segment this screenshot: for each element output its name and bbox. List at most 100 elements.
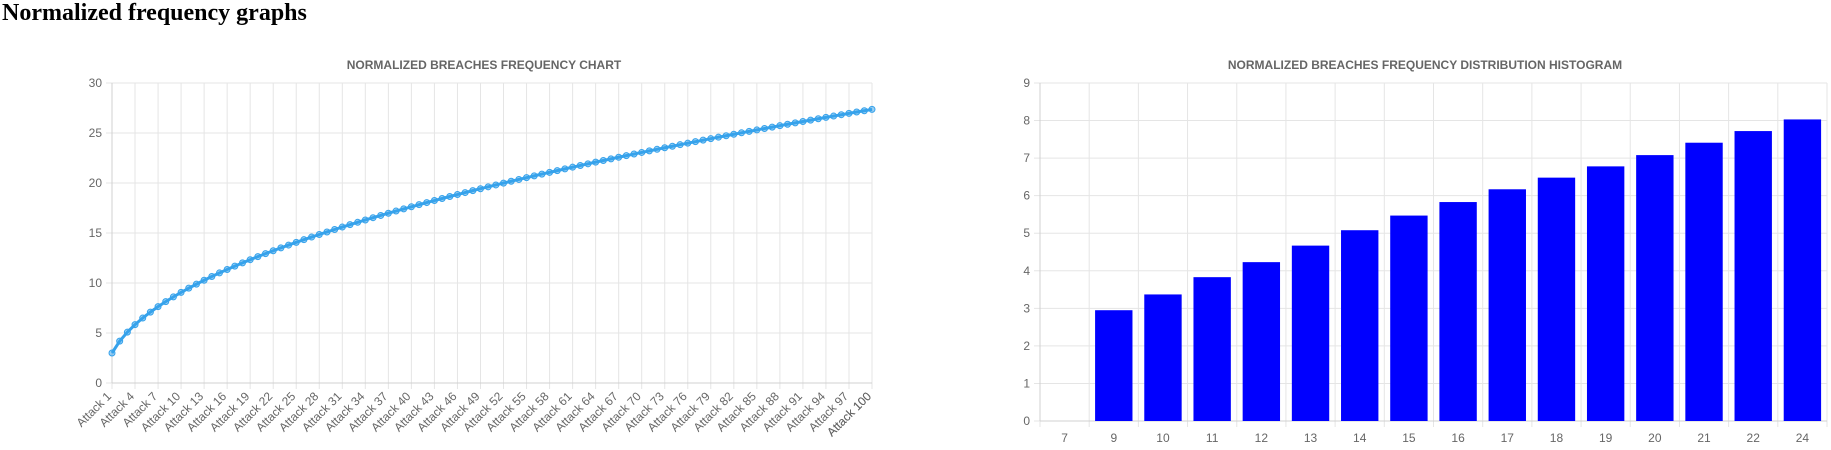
data-point [331,225,339,233]
data-point [753,126,761,134]
data-point [845,109,853,117]
y-tick-label: 10 [89,276,103,290]
data-point [246,256,254,264]
data-point [461,189,469,197]
data-point [162,298,170,306]
x-tick-label: 18 [1550,431,1564,445]
data-point [853,108,861,116]
y-tick-label: 8 [1023,114,1030,128]
y-tick-label: 15 [89,226,103,240]
data-point [254,253,262,261]
histogram-bar [1734,131,1772,421]
data-point [822,113,830,121]
x-tick-label: 14 [1353,431,1367,445]
x-tick-label: 12 [1255,431,1269,445]
histogram-bar [1144,294,1182,421]
data-point [430,197,438,205]
data-point [323,228,331,236]
x-tick-label: 10 [1156,431,1170,445]
data-point [784,120,792,128]
y-tick-label: 9 [1023,76,1030,90]
data-point [546,168,554,176]
data-point [745,127,753,135]
histogram-bar [1095,310,1133,421]
data-point [722,132,730,140]
data-point [215,269,223,277]
histogram-bar [1439,202,1477,421]
x-tick-label: 17 [1501,431,1515,445]
data-point [392,207,400,215]
y-tick-label: 20 [89,176,103,190]
histogram-bar [1783,119,1822,421]
data-point [553,167,561,175]
data-point [277,244,285,252]
data-point [177,288,185,296]
data-point [169,293,177,301]
data-point [768,123,776,131]
y-tick-label: 2 [1023,339,1030,353]
data-point [599,157,607,165]
data-point [415,201,423,209]
data-point [123,328,131,336]
data-point [269,247,277,255]
histogram-bar [1636,155,1674,421]
data-point [799,118,807,126]
x-tick-label: 20 [1648,431,1662,445]
data-point [737,129,745,137]
data-point [231,262,239,270]
data-point [192,280,200,288]
x-tick-label: 16 [1451,431,1465,445]
data-point [653,145,661,153]
data-point [576,161,584,169]
data-point [830,112,838,120]
histogram-bar [1242,262,1281,421]
data-point [423,199,431,207]
data-point [699,136,707,144]
data-point [776,122,784,130]
data-point [185,284,193,292]
data-point [684,139,692,147]
data-point [154,303,162,311]
y-tick-label: 25 [89,126,103,140]
y-tick-label: 0 [1023,414,1030,428]
y-tick-label: 30 [89,76,103,90]
data-point [630,150,638,158]
x-tick-label: 22 [1747,431,1761,445]
data-point [607,155,615,163]
histogram-bar [1586,166,1625,421]
data-point [369,214,377,222]
data-point [377,211,385,219]
data-point [837,111,845,119]
y-tick-label: 7 [1023,151,1030,165]
x-tick-label: 7 [1061,431,1068,445]
data-point [707,135,715,143]
histogram-title: NORMALIZED BREACHES FREQUENCY DISTRIBUTI… [1228,58,1622,72]
data-point [484,183,492,191]
histogram-bar [1341,230,1379,421]
data-point [638,148,646,156]
data-point [407,203,415,211]
data-point [223,265,231,273]
x-tick-label: 15 [1402,431,1416,445]
data-point [500,179,508,187]
data-point [300,236,308,244]
data-point [200,276,208,284]
histogram-bar [1537,177,1576,421]
data-point [476,185,484,193]
data-point [361,216,369,224]
x-tick-label: 11 [1206,431,1219,445]
y-tick-label: 1 [1023,376,1030,390]
histogram-bar [1390,215,1428,421]
data-point [469,187,477,195]
histogram-bar [1291,245,1330,421]
data-point [239,259,247,267]
histogram-bar [1685,142,1723,422]
histogram-bar [1193,277,1231,421]
data-point [538,170,546,178]
x-tick-label: 9 [1110,431,1117,445]
data-point [354,218,362,226]
data-point [507,177,515,185]
data-point [400,205,408,213]
